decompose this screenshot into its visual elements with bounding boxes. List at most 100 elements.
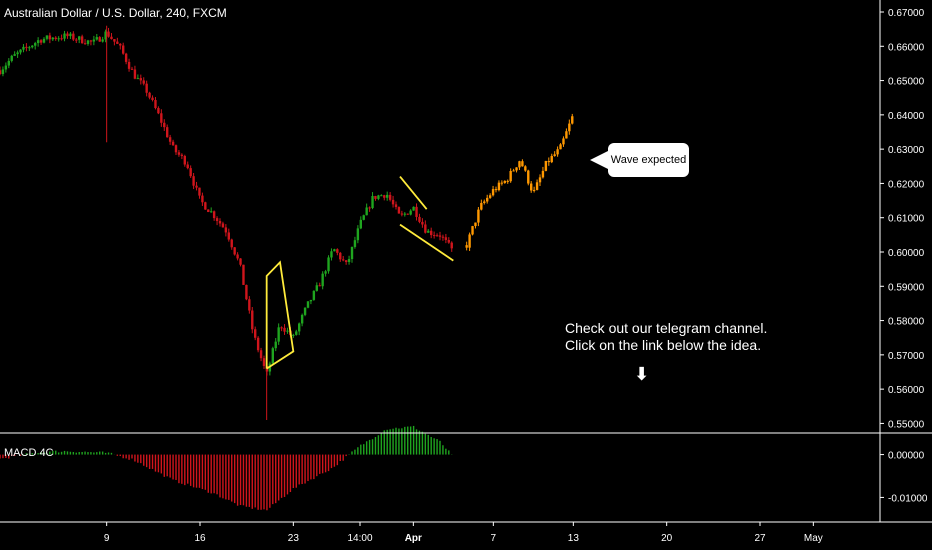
- macd-histogram: [0, 425, 453, 511]
- candle-body: [22, 46, 25, 50]
- candle-body: [136, 78, 140, 80]
- chart-title: Australian Dollar / U.S. Dollar, 240, FX…: [4, 6, 227, 20]
- candle-body: [45, 35, 49, 39]
- candle-body: [48, 35, 52, 40]
- candle-body: [530, 183, 533, 191]
- candle-body: [559, 144, 562, 150]
- candle-body: [186, 164, 189, 169]
- candle-body: [318, 285, 321, 287]
- candle-body: [259, 350, 263, 359]
- candle-body: [283, 327, 286, 332]
- candle-body: [142, 80, 145, 84]
- candle-body: [368, 207, 371, 209]
- candle-body: [92, 39, 96, 42]
- note-line-1: Check out our telegram channel.: [565, 320, 768, 336]
- candle-body: [327, 257, 330, 272]
- candle-body: [532, 189, 536, 191]
- candle-body: [483, 201, 486, 203]
- candle-body: [69, 33, 72, 37]
- candle-body: [415, 206, 418, 217]
- candle-body: [75, 39, 78, 41]
- candle-body: [274, 341, 277, 349]
- candle-body: [432, 235, 436, 237]
- candle-body: [312, 290, 316, 300]
- candle-body: [39, 40, 43, 43]
- candle-body: [207, 209, 210, 213]
- candle-body: [330, 251, 333, 258]
- candle-body: [333, 249, 336, 252]
- candle-body: [500, 182, 504, 184]
- candle-body: [242, 264, 245, 285]
- candle-body: [527, 170, 530, 184]
- candle-body: [57, 38, 60, 40]
- candle-body: [409, 210, 412, 215]
- candle-body: [54, 37, 57, 40]
- price-tick-label: 0.66000: [888, 42, 925, 53]
- candle-body: [553, 154, 556, 156]
- candle-body: [374, 195, 377, 199]
- candle-body: [227, 232, 230, 240]
- candle-body: [488, 195, 492, 198]
- telegram-note: Check out our telegram channel. Click on…: [565, 320, 767, 354]
- candle-body: [177, 152, 181, 155]
- candle-body: [292, 334, 295, 336]
- candle-body: [42, 38, 46, 43]
- candle-body: [342, 259, 345, 261]
- macd-tick-label: -0.01000: [888, 493, 928, 504]
- price-tick-label: 0.64000: [888, 111, 925, 122]
- candle-body: [377, 195, 380, 199]
- candle-body: [192, 176, 195, 186]
- price-tick-label: 0.58000: [888, 317, 925, 328]
- candle-body: [556, 149, 559, 155]
- candle-body: [157, 108, 160, 114]
- candle-body: [251, 310, 254, 330]
- candle-body: [388, 194, 392, 200]
- candle-body: [568, 123, 571, 132]
- candle-body: [509, 171, 512, 182]
- candle-body: [78, 36, 81, 40]
- candle-body: [427, 230, 430, 233]
- candle-body: [63, 33, 66, 39]
- candle-body: [447, 239, 450, 243]
- candle-body: [95, 37, 98, 40]
- candle-body: [321, 273, 324, 287]
- candle-body: [34, 43, 37, 46]
- wave-callout: Wave expected: [590, 143, 689, 177]
- candle-body: [133, 69, 137, 79]
- candle-body: [565, 131, 568, 139]
- candle-body: [239, 258, 242, 265]
- candle-body: [306, 301, 310, 308]
- candle-body: [571, 116, 574, 124]
- time-tick-label: 13: [568, 533, 580, 544]
- channel-lower-line: [399, 223, 454, 262]
- price-tick-label: 0.55000: [888, 419, 925, 430]
- candle-body: [371, 195, 374, 209]
- candle-body: [356, 228, 360, 241]
- candle-body: [163, 122, 166, 128]
- candle-body: [491, 189, 495, 196]
- candle-body: [86, 40, 90, 44]
- candle-body: [7, 60, 10, 66]
- candle-body: [1, 69, 5, 75]
- candle-body: [324, 271, 327, 274]
- candle-body: [303, 307, 307, 315]
- candle-body: [116, 41, 119, 44]
- candle-body: [204, 202, 207, 210]
- candle-body: [233, 247, 236, 255]
- candle-body: [421, 221, 424, 225]
- callout-text: Wave expected: [610, 154, 687, 166]
- candle-body: [394, 204, 398, 208]
- candle-body: [506, 180, 509, 182]
- candle-body: [541, 170, 545, 178]
- candle-body: [535, 182, 539, 190]
- candle-body: [309, 299, 313, 302]
- candle-body: [315, 285, 318, 291]
- candle-body: [362, 215, 365, 220]
- candle-body: [277, 327, 280, 342]
- candle-body: [547, 160, 550, 163]
- candle-body: [210, 211, 213, 213]
- candle-body: [166, 127, 169, 138]
- candle-body: [383, 195, 386, 198]
